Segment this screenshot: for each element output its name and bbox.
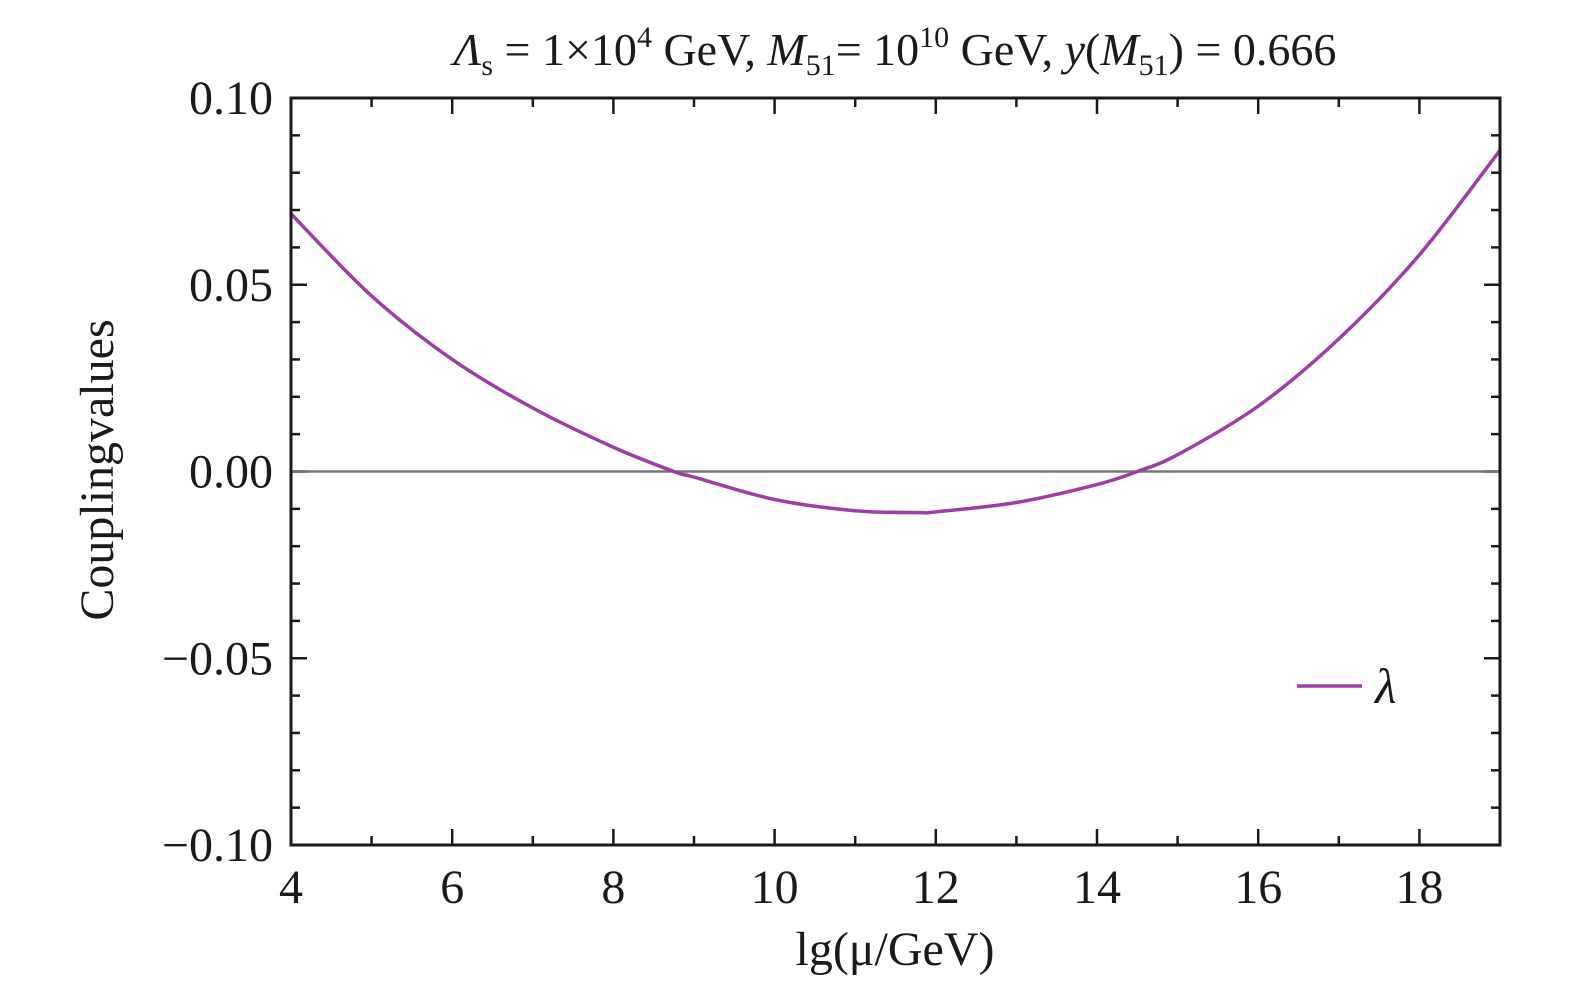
legend-label: λ — [1373, 658, 1397, 714]
x-tick-label: 6 — [440, 861, 464, 914]
title-part: y — [1061, 24, 1086, 75]
y-tick-label: −0.10 — [162, 819, 273, 872]
title-part: s — [481, 49, 493, 82]
y-tick-label: −0.05 — [162, 632, 273, 685]
title-part: GeV, — [652, 24, 767, 75]
x-tick-label: 18 — [1395, 861, 1443, 914]
title-part: 51 — [806, 49, 836, 82]
title-part: ( — [1085, 24, 1100, 75]
x-axis-label: lg(μ/GeV) — [795, 923, 994, 976]
y-axis-label: Couplingvalues — [71, 319, 124, 620]
x-tick-label: 4 — [279, 861, 303, 914]
title-part: 51 — [1139, 49, 1169, 82]
y-axis: −0.10 −0.05 0.00 0.05 0.10 — [162, 72, 1500, 872]
title-part: ) = 0.666 — [1169, 24, 1337, 75]
x-tick-label: 10 — [751, 861, 799, 914]
plot-frame — [289, 96, 1502, 847]
x-tick-label: 14 — [1073, 861, 1121, 914]
x-tick-label: 16 — [1234, 861, 1282, 914]
title-part: M — [766, 24, 808, 75]
y-tick-label: 0.05 — [189, 259, 273, 312]
y-tick-label: 0.00 — [189, 446, 273, 499]
x-tick-label: 12 — [912, 861, 960, 914]
x-tick-label: 8 — [601, 861, 625, 914]
legend: λ — [1297, 658, 1397, 714]
chart-title: Λs = 1×104 GeV, M51= 1010 GeV, y(M51) = … — [450, 21, 1337, 82]
title-part: GeV, — [949, 24, 1064, 75]
title-part: = 1×10 — [493, 24, 637, 75]
title-part: M — [1099, 24, 1141, 75]
title-part: Λ — [450, 24, 482, 75]
series-layer — [289, 149, 1502, 515]
title-part: = 10 — [836, 24, 919, 75]
y-tick-label: 0.10 — [189, 72, 273, 125]
title-part: 4 — [637, 21, 652, 54]
title-part: 10 — [919, 21, 949, 54]
series-line-lambda — [289, 149, 1502, 515]
x-axis: 4 6 8 10 12 14 16 18 — [279, 98, 1502, 914]
